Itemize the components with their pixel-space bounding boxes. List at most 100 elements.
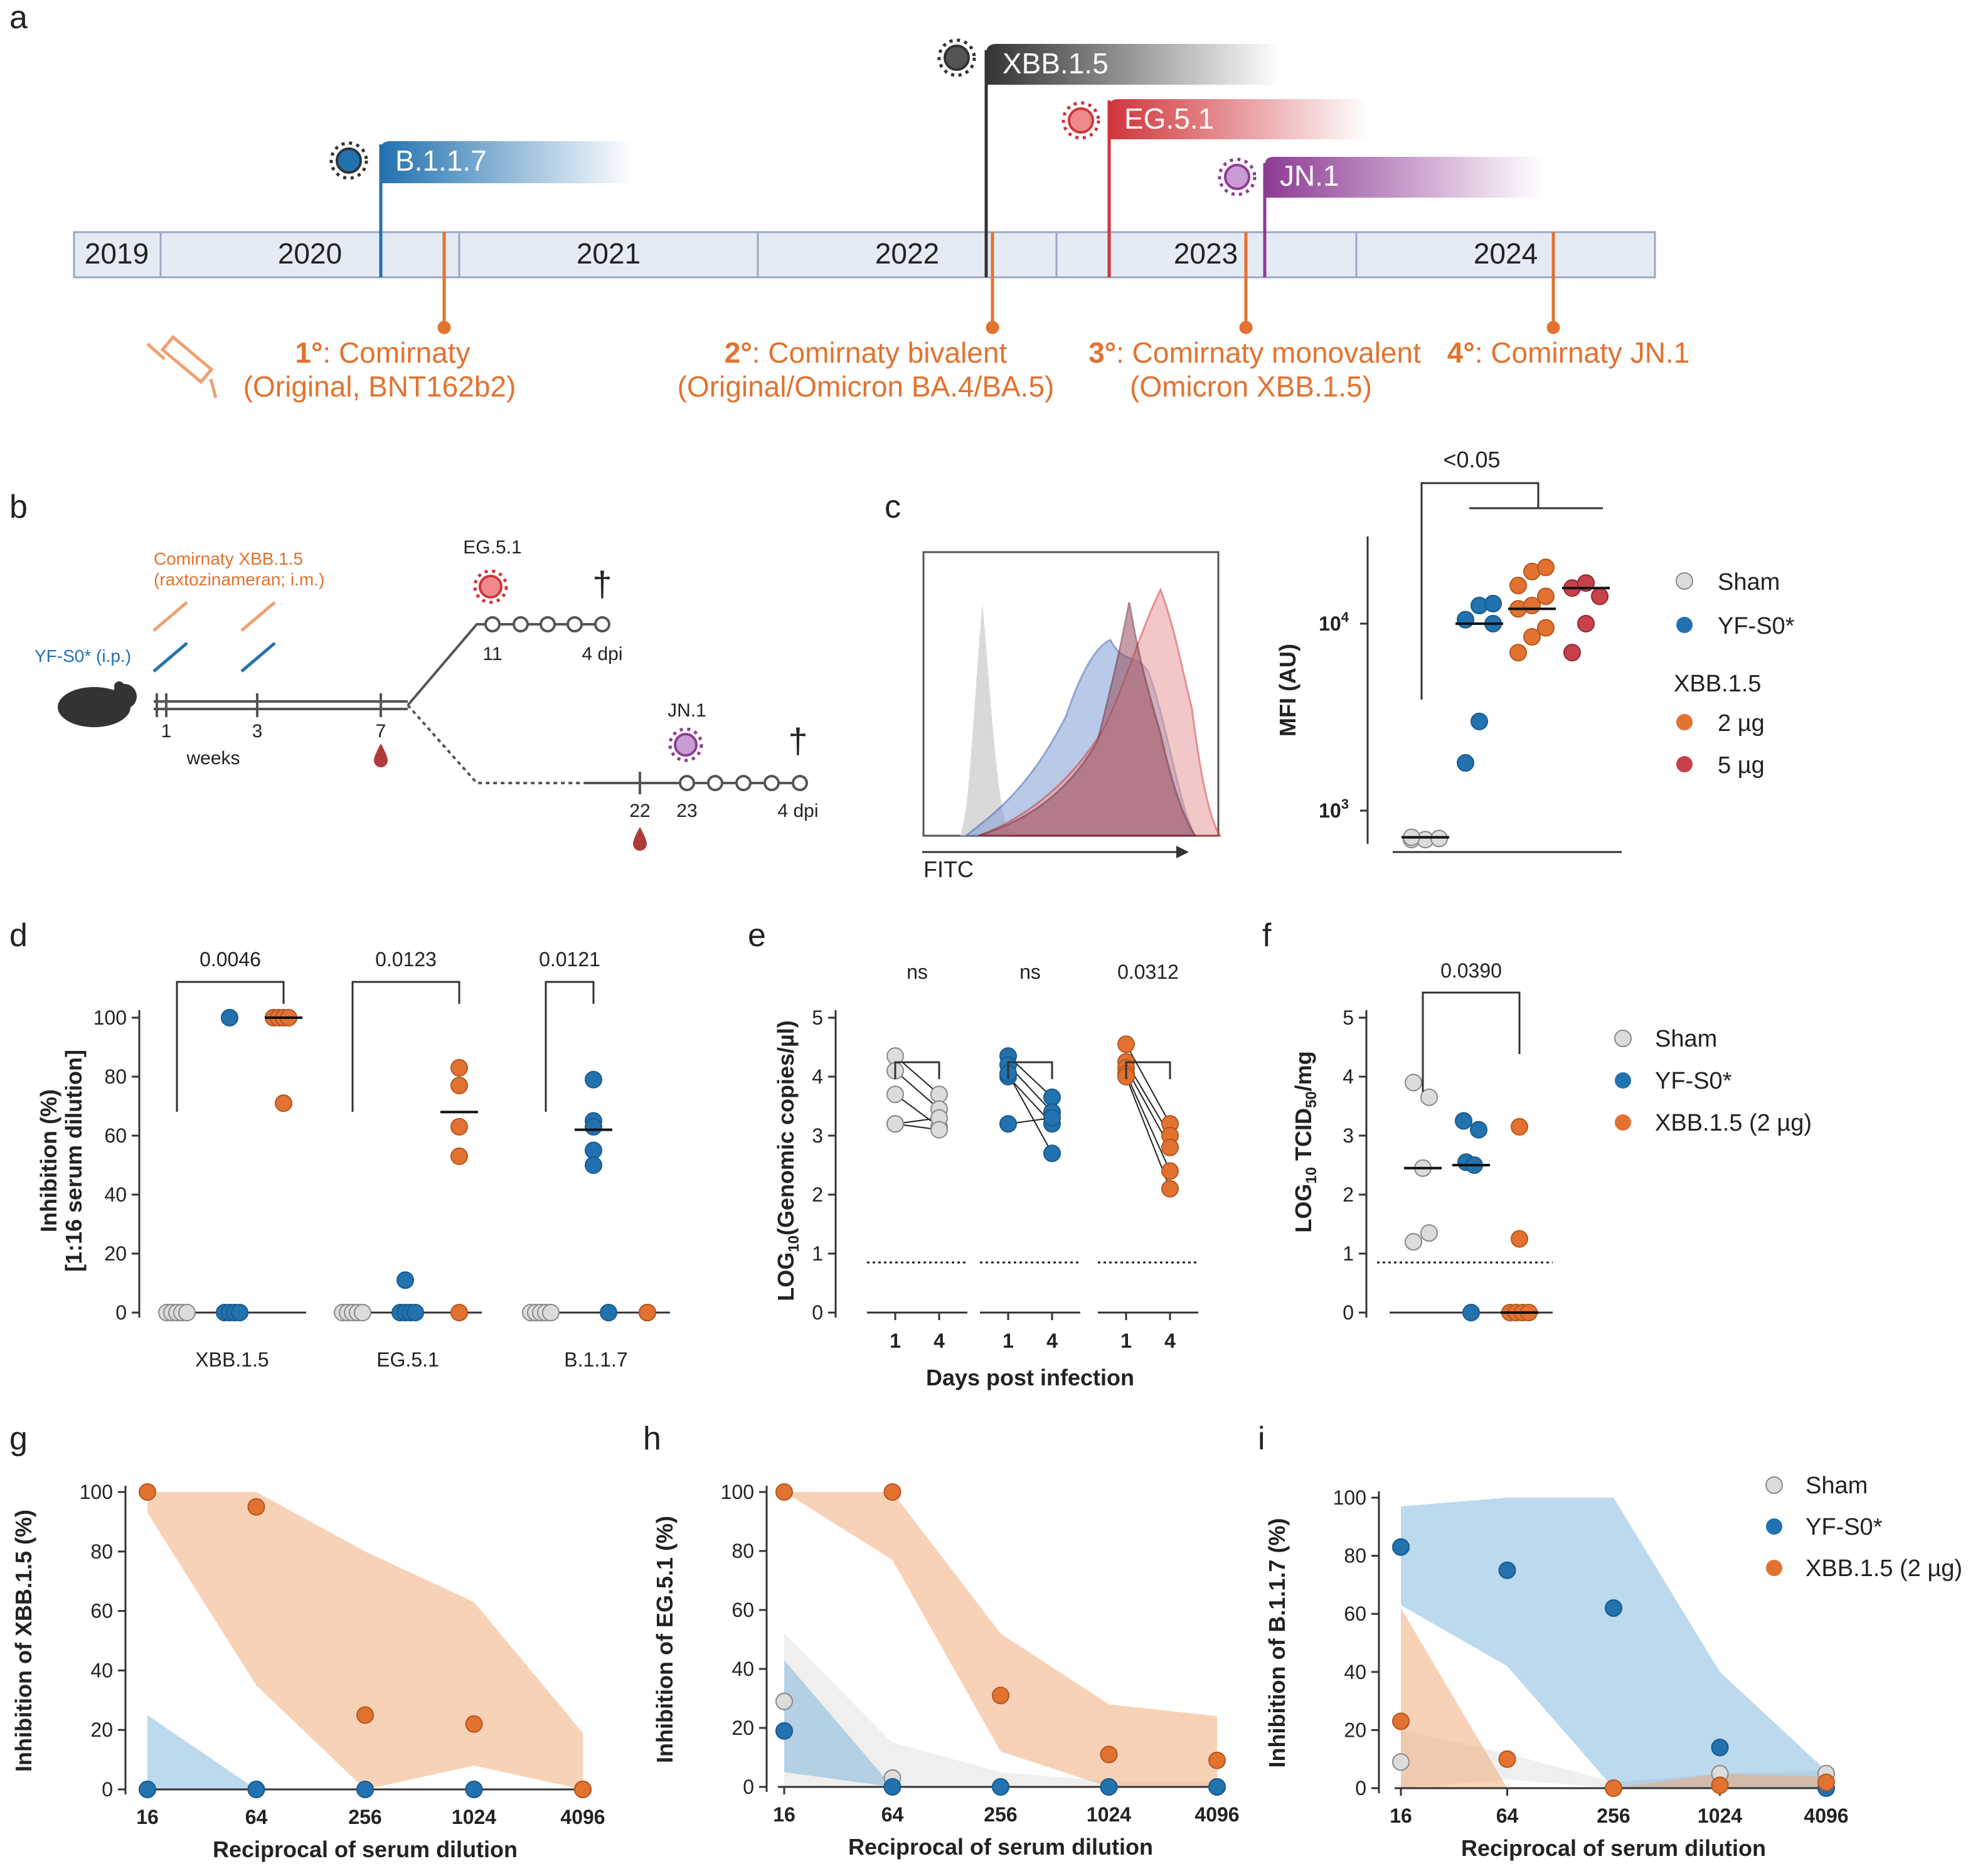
g-point-1 [465,1781,483,1798]
d-ylabel: Inhibition (%) [36,1089,61,1232]
i-point-2 [1711,1776,1729,1794]
panel-label-e: e [748,917,766,954]
legend-i-xbb: XBB.1.5 (2 µg) [1806,1555,1962,1582]
variant-eg51: EG.5.1 [1061,99,1368,277]
d-point-xbb [275,1094,292,1112]
virus-icon-b117 [329,141,368,180]
e-point-day4 [930,1085,948,1104]
legend-c-yf: YF-S0* [1718,613,1795,639]
flow-histogram [922,551,1222,837]
h-ytick-label: 100 [721,1481,754,1503]
h-band-1 [784,1660,1217,1787]
year-2022: 2022 [875,237,939,270]
dose-1-detail: (Original, BNT162b2) [243,370,516,403]
c-point-1 [1484,595,1502,613]
d-point-yf [585,1117,602,1136]
virus-icon-eg51-schema [473,569,508,604]
d-ylabel2-part: [1:16 serum dilution] [61,1050,87,1272]
e-pvalue: ns [907,961,928,983]
legend-f-xbb: XBB.1.5 (2 µg) [1655,1110,1812,1136]
i-xtick-label: 4096 [1804,1804,1848,1827]
yf-label: YF-S0* (i.p.) [35,646,131,666]
i-xtick-label: 16 [1390,1804,1412,1827]
panel-label-f: f [1262,917,1272,954]
plot-h: 0 20 40 60 80 100 16 64 256 1024 4096 Inhibition of… [652,1481,1240,1860]
f-point-0 [1405,1233,1422,1251]
i-ytick-label: 80 [1344,1545,1366,1567]
c-ytick-label: 104 [1319,609,1349,635]
virus-icon-jn1-schema [668,727,703,762]
h-point-2 [1100,1745,1118,1764]
g-xtick-label: 16 [136,1806,159,1828]
f-point-0 [1420,1088,1438,1106]
e-xtick-label: 1 [1120,1330,1132,1352]
f-ytick-label: 2 [1343,1183,1354,1206]
dose-markers [437,232,1560,334]
e-bracket [894,1061,940,1079]
upper-virus-label: EG.5.1 [463,537,521,558]
e-ytick-label: 2 [812,1183,823,1206]
variant-b117: B.1.1.7 [329,141,634,277]
year-2020: 2020 [278,237,342,270]
h-point-1 [883,1778,902,1796]
d-point-xbb [450,1058,468,1077]
i-ylabel-part: Inhibition of B.1.1.7 (%) [1264,1518,1290,1768]
variant-xbb15-label: XBB.1.5 [1003,47,1109,80]
g-point-1 [139,1781,156,1798]
h-ylabel-part: Inhibition of EG.5.1 (%) [652,1516,678,1763]
d-point-sham [178,1304,196,1321]
c-point-3 [1591,587,1609,605]
c-point-3 [1563,644,1581,662]
legend-f: Sham YF-S0* XBB.1.5 (2 µg) [1614,1026,1812,1136]
virus-icon-jn1 [1218,157,1257,196]
legend-f-yf: YF-S0* [1655,1068,1732,1094]
d-bracket [176,981,285,1112]
i-ylabel: Inhibition of B.1.1.7 (%) [1264,1518,1290,1768]
d-category-label: B.1.1.7 [564,1348,627,1371]
c-ylabel: MFI (AU) [1275,644,1300,737]
week-tick-7: 7 [376,721,386,742]
d-category-label: EG.5.1 [376,1348,439,1371]
i-point-2 [1498,1750,1516,1768]
weeks-label: weeks [186,748,240,769]
upper-day: 11 [482,644,502,664]
d-ytick-label: 0 [115,1301,127,1324]
c-point-2 [1523,628,1541,646]
e-ytick-label: 5 [812,1006,823,1029]
cross-icon: † [788,721,807,760]
i-ytick-label: 60 [1344,1602,1366,1625]
cross-icon: † [592,564,612,604]
h-xtick-label: 4096 [1194,1803,1239,1826]
d-point-xbb [450,1077,468,1095]
c-point-1 [1457,610,1474,629]
variant-b117-label: B.1.1.7 [395,144,487,177]
i-xtick-label: 1024 [1698,1804,1742,1827]
d-ytick-label: 100 [93,1006,127,1029]
pvalue-c: <0.05 [1443,447,1500,472]
i-ytick-label: 100 [1333,1486,1366,1509]
d-bracket [545,981,595,1112]
d-point-xbb [639,1304,656,1321]
legend-c-5ug: 5 µg [1718,752,1765,779]
e-ylabel: LOG10(Genomic copies/µl) [773,1020,802,1301]
e-ylabel-part: LOG [773,1252,799,1301]
dose-2-title: 2°: Comirnaty bivalent [725,336,1008,369]
f-point-2 [1511,1230,1528,1248]
f-point-1 [1462,1304,1480,1321]
year-2024: 2024 [1474,237,1538,270]
e-point-day1 [886,1085,904,1104]
h-point-2 [883,1483,902,1501]
h-ytick-label: 0 [743,1776,754,1798]
plot-d: 0 20 40 60 80 100 Inhibition (%) [1:16 serum di… [36,948,670,1371]
plot-i: 0 20 40 60 80 100 16 64 256 1024 4096 Inhibition of… [1264,1486,1849,1861]
g-point-1 [356,1781,374,1798]
i-ytick-label: 0 [1355,1777,1366,1799]
g-ytick-label: 80 [90,1540,113,1563]
h-xtick-label: 64 [881,1803,904,1826]
e-point-day4 [1043,1144,1061,1163]
f-point-0 [1420,1224,1438,1242]
e-bracket [1125,1061,1171,1079]
d-point-yf [231,1304,248,1321]
hamster-icon [58,681,137,727]
